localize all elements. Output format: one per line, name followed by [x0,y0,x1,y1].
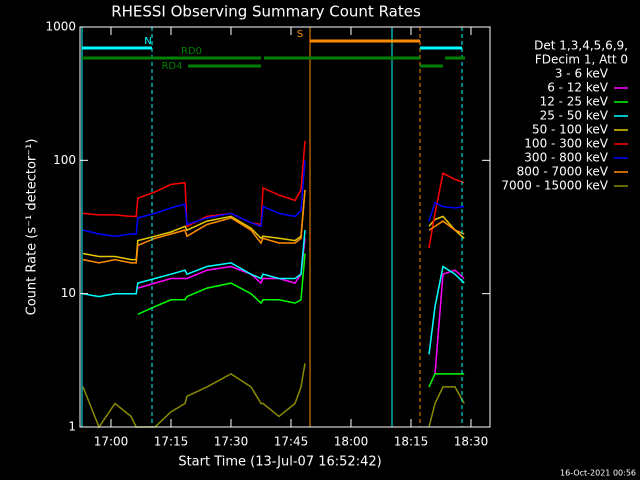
legend-label: 300 - 800 keV [524,151,608,165]
x-tick-label: 18:30 [454,435,489,449]
flag-label: RD4 [161,61,182,72]
series-line [82,189,465,264]
y-tick-label: 1 [68,420,76,434]
x-tick-label: 18:15 [394,435,429,449]
flag-label: N [144,36,151,47]
series-line [137,253,465,388]
x-tick-label: 17:30 [214,435,249,449]
x-tick-label: 17:45 [274,435,309,449]
legend-label: 12 - 25 keV [540,95,609,109]
series-line [82,230,465,355]
x-tick-label: 17:15 [154,435,189,449]
x-axis-label: Start Time (13-Jul-07 16:52:42) [178,455,381,470]
legend-label: 3 - 6 keV [555,67,609,81]
y-tick-label: 1000 [45,20,76,34]
legend-header: FDecim 1, Att 0 [535,53,628,67]
series-line [82,160,465,237]
y-tick-label: 10 [61,286,76,300]
series-line [137,238,465,374]
flag-label: RD0 [181,46,202,57]
footer: 16-Oct-2021 00:56 [560,469,636,478]
chart-title: RHESSI Observing Summary Count Rates [111,3,421,21]
legend-label: 100 - 300 keV [524,137,608,151]
plot-frame [79,26,491,428]
series-line [82,140,465,249]
x-tick-label: 18:00 [334,435,369,449]
x-tick-label: 17:00 [94,435,129,449]
series-line [82,363,465,429]
series-line [137,292,306,361]
flag-label: S [297,29,303,40]
y-axis-label: Count Rate (s⁻¹ detector⁻¹) [25,139,40,316]
legend-label: 7000 - 15000 keV [501,179,608,193]
legend-label: 50 - 100 keV [532,123,609,137]
legend-label: 6 - 12 keV [547,81,609,95]
legend-label: 800 - 7000 keV [517,165,609,179]
legend-header: Det 1,3,4,5,6,9, [534,39,628,53]
y-tick-label: 100 [53,153,76,167]
legend-label: 25 - 50 keV [540,109,609,123]
